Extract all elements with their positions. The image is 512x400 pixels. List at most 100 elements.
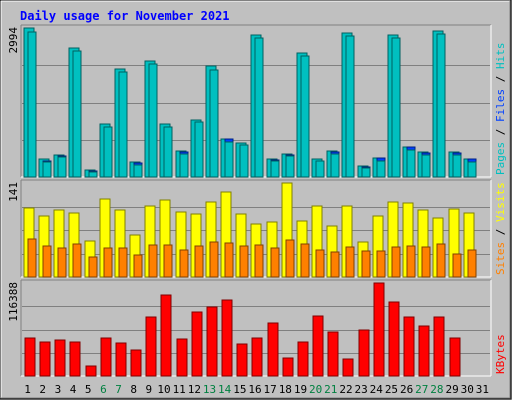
bar-pages <box>194 121 204 178</box>
bar-sites <box>330 251 340 278</box>
x-tick-label: 18 <box>279 383 292 396</box>
legend-entry: Sites <box>494 242 507 275</box>
x-tick-label: 26 <box>400 383 413 396</box>
bar-sites <box>179 249 189 278</box>
bar-sites <box>42 245 52 278</box>
bar-kbytes <box>312 315 324 377</box>
bar-sites <box>391 246 401 278</box>
x-tick-label: 13 <box>203 383 216 396</box>
x-tick-label: 24 <box>370 383 384 396</box>
bar-sites <box>148 244 158 278</box>
bar-pages <box>436 33 446 178</box>
bar-pages <box>88 171 98 178</box>
bar-kbytes <box>403 316 415 377</box>
y-max-label: 2994 <box>7 27 20 54</box>
x-tick-label: 11 <box>173 383 186 396</box>
bar-pages <box>376 160 386 178</box>
bar-pages <box>118 71 128 178</box>
x-tick-label: 19 <box>294 383 307 396</box>
x-tick-label: 29 <box>445 383 458 396</box>
x-tick-label: 27 <box>415 383 428 396</box>
bar-kbytes <box>100 337 112 377</box>
bar-sites <box>361 250 371 278</box>
bar-kbytes <box>388 301 400 377</box>
bar-sites <box>163 244 173 278</box>
bar-pages <box>148 63 158 178</box>
bar-kbytes <box>160 294 172 377</box>
x-tick-label: 20 <box>309 383 322 396</box>
bar-sites <box>270 247 280 278</box>
chart-title: Daily usage for November 2021 <box>20 9 230 23</box>
bar-pages <box>270 160 280 178</box>
bar-kbytes <box>236 343 248 377</box>
bar-kbytes <box>418 325 430 377</box>
visits-panel: 141 Sites / Visits <box>7 179 507 278</box>
x-tick-label: 5 <box>85 383 92 396</box>
bar-sites <box>376 250 386 278</box>
bar-sites <box>421 246 431 278</box>
bar-sites <box>27 238 37 278</box>
bar-pages <box>345 35 355 178</box>
bar-kbytes <box>267 322 279 377</box>
x-tick-label: 10 <box>157 383 170 396</box>
bar-pages <box>406 149 416 178</box>
y-max-label: 141 <box>7 182 20 202</box>
legend-entry: Pages <box>494 142 507 175</box>
bar-pages <box>361 167 371 178</box>
bar-pages <box>285 155 295 178</box>
bar-kbytes <box>130 349 142 377</box>
bar-kbytes <box>176 338 188 377</box>
kbytes-panel: 116388 KBytes <box>7 279 507 377</box>
bar-kbytes <box>85 365 97 377</box>
x-tick-label: 7 <box>115 383 122 396</box>
x-tick-label: 28 <box>430 383 443 396</box>
bar-kbytes <box>327 331 339 377</box>
x-tick-label: 23 <box>355 383 368 396</box>
bar-pages <box>27 31 37 178</box>
bar-sites <box>224 242 234 278</box>
bar-pages <box>133 164 143 178</box>
bar-kbytes <box>449 337 461 377</box>
legend-entry: Visits <box>494 182 507 222</box>
x-tick-label: 21 <box>324 383 337 396</box>
legend-entry: Hits <box>494 43 507 70</box>
legend-separator: / <box>494 122 507 142</box>
bar-kbytes <box>39 341 51 377</box>
bar-pages <box>239 144 249 178</box>
bar-sites <box>194 245 204 278</box>
bar-pages <box>72 50 82 178</box>
bar-pages <box>103 126 113 178</box>
legend-entry: KBytes <box>494 334 507 374</box>
bar-kbytes <box>297 341 309 377</box>
series-legend: Sites / Visits <box>494 182 507 275</box>
bar-sites <box>103 247 113 278</box>
bar-sites <box>88 256 98 278</box>
bar-pages <box>209 69 219 178</box>
legend-separator: / <box>494 69 507 89</box>
bar-pages <box>224 141 234 178</box>
x-tick-label: 1 <box>24 383 31 396</box>
bar-pages <box>330 153 340 178</box>
x-tick-label: 14 <box>218 383 232 396</box>
bar-pages <box>57 156 67 178</box>
bar-sites <box>133 254 143 278</box>
bar-pages <box>42 161 52 178</box>
bar-kbytes <box>358 329 370 377</box>
bar-kbytes <box>342 358 354 377</box>
x-tick-label: 12 <box>188 383 201 396</box>
bar-pages <box>467 161 477 178</box>
bar-sites <box>72 243 82 278</box>
x-tick-label: 8 <box>130 383 137 396</box>
bar-kbytes <box>221 299 233 377</box>
y-max-label: 116388 <box>7 282 20 322</box>
series-legend: Pages / Files / Hits <box>494 43 507 176</box>
legend-entry: Files <box>494 89 507 122</box>
bar-pages <box>254 37 264 178</box>
x-axis-labels: 1 2 3 4 5 6 7 8 9 10 11 12 13 14 15 16 17 18 19 20 21 22 23 24 2… <box>24 383 489 396</box>
bar-kbytes <box>373 282 385 377</box>
bar-sites <box>406 245 416 278</box>
bar-kbytes <box>69 341 81 377</box>
bar-pages <box>452 154 462 178</box>
x-tick-label: 22 <box>339 383 352 396</box>
